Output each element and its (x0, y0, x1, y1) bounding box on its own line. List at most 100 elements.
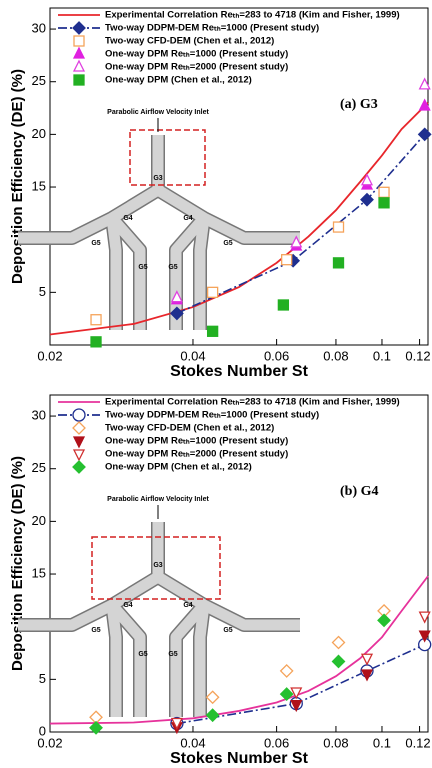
marker (417, 127, 432, 142)
branch-label: G4 (183, 602, 192, 609)
legend-label: Two-way CFD-DEM (Chen et al., 2012) (105, 423, 274, 434)
branch-label: G5 (223, 627, 232, 634)
marker (418, 630, 431, 643)
legend-label: One-way DPM Reₜₕ=2000 (Present study) (105, 62, 288, 73)
region-box (91, 536, 221, 600)
airway-tube (194, 604, 210, 717)
marker (170, 717, 183, 730)
inlet-label: Parabolic Airflow Velocity Inlet (107, 109, 209, 116)
y-tick-label: 15 (32, 178, 46, 193)
legend-marker (72, 460, 86, 474)
x-axis-title: Stokes Number St (170, 750, 308, 767)
airway-diagram: Parabolic Airflow Velocity Inlet G3 G4 G4 G5… (18, 109, 300, 330)
x-tick-label: 0.06 (264, 735, 289, 750)
x-tick-label: 0.08 (323, 735, 348, 750)
x-tick-label: 0.12 (405, 348, 430, 363)
airway-tube (107, 214, 146, 330)
branch-label: G3 (153, 175, 162, 182)
marker (277, 299, 290, 311)
legend-marker (72, 46, 86, 59)
marker (279, 663, 294, 678)
y-tick-label: 30 (32, 21, 46, 36)
legend-marker (72, 436, 86, 449)
legend-label: Two-way DDPM-DEM Reₜₕ=1000 (Present stud… (105, 23, 319, 34)
y-tick-label: 5 (39, 671, 46, 686)
branch-label: G4 (123, 215, 132, 222)
x-tick-label: 0.1 (373, 348, 391, 363)
x-tick-label: 0.04 (180, 348, 205, 363)
plot-frame (49, 394, 429, 733)
marker (290, 235, 303, 248)
marker (332, 257, 345, 269)
marker (418, 77, 431, 90)
legend-label: Experimental Correlation Reₜₕ=283 to 471… (105, 10, 400, 21)
marker (290, 687, 303, 700)
x-tick-label: 0.1 (373, 735, 391, 750)
series-line (176, 133, 426, 315)
y-axis-title: Deposition Efficiency (DE) (%) (9, 456, 26, 671)
x-tick-label: 0.04 (180, 735, 205, 750)
y-tick-label: 25 (32, 73, 46, 88)
branch-label: G5 (168, 651, 177, 658)
marker (290, 699, 303, 713)
y-tick-label: 20 (32, 126, 46, 141)
legend-marker (72, 21, 86, 35)
panel-label: (b) G4 (340, 484, 379, 499)
marker (205, 690, 220, 705)
marker (332, 221, 345, 233)
legend-label: Two-way CFD-DEM (Chen et al., 2012) (105, 36, 274, 47)
x-tick-label: 0.02 (37, 735, 62, 750)
y-tick-label: 20 (32, 513, 46, 528)
legend-marker (73, 74, 85, 86)
airway-tube (170, 601, 209, 717)
marker (279, 687, 294, 702)
branch-label: G4 (123, 602, 132, 609)
x-tick-label: 0.02 (37, 348, 62, 363)
legend-label: One-way DPM (Chen et al., 2012) (105, 75, 252, 86)
x-axis-title: Stokes Number St (170, 363, 308, 380)
marker (281, 254, 293, 266)
series-line (176, 643, 426, 725)
branch-label: G5 (138, 651, 147, 658)
x-tick-label: 0.12 (405, 735, 430, 750)
marker (360, 669, 374, 682)
legend-marker (73, 35, 85, 47)
branch-label: G5 (168, 264, 177, 271)
marker (360, 173, 374, 186)
legend-marker (72, 408, 86, 422)
legend-label: One-way DPM Reₜₕ=2000 (Present study) (105, 449, 288, 460)
marker (331, 654, 346, 669)
y-tick-label: 30 (32, 408, 46, 423)
y-tick-label: 0 (39, 723, 46, 738)
marker (418, 611, 431, 624)
marker (90, 336, 102, 348)
y-tick-label: 5 (39, 284, 46, 299)
y-axis-title: Deposition Efficiency (DE) (%) (9, 69, 26, 284)
marker (377, 613, 391, 628)
marker (360, 192, 374, 207)
panel-label: (a) G3 (340, 97, 378, 112)
marker (205, 708, 220, 723)
y-tick-label: 15 (32, 565, 46, 580)
airway-tube (155, 572, 300, 631)
plot-frame (49, 7, 429, 346)
marker (170, 290, 183, 303)
marker (169, 306, 184, 321)
branch-label: G5 (91, 240, 100, 247)
y-tick-label: 25 (32, 460, 46, 475)
airway-tube (194, 217, 210, 330)
marker (89, 720, 103, 735)
airway-diagram: Parabolic Airflow Velocity Inlet G3 G4 G4 G5… (18, 496, 300, 717)
airway-tube (155, 185, 300, 244)
airway-tube (106, 604, 122, 717)
legend-marker (72, 421, 86, 435)
marker (378, 186, 390, 198)
airway-tube (106, 217, 122, 330)
marker (378, 197, 390, 209)
legend-label: One-way DPM Reₜₕ=1000 (Present study) (105, 49, 288, 60)
x-tick-label: 0.08 (323, 348, 348, 363)
series-line (49, 575, 429, 725)
